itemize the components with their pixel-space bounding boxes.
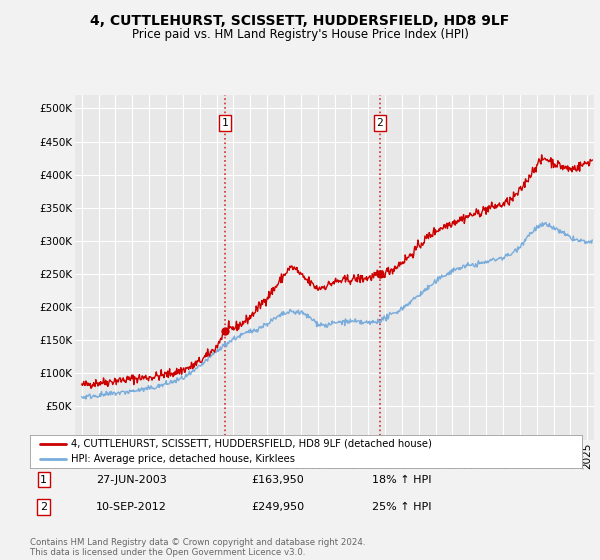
Text: 1: 1 [40,474,47,484]
Text: 25% ↑ HPI: 25% ↑ HPI [372,502,432,512]
Text: HPI: Average price, detached house, Kirklees: HPI: Average price, detached house, Kirk… [71,455,295,464]
Text: 1: 1 [221,118,228,128]
Text: 4, CUTTLEHURST, SCISSETT, HUDDERSFIELD, HD8 9LF (detached house): 4, CUTTLEHURST, SCISSETT, HUDDERSFIELD, … [71,439,432,449]
Text: 27-JUN-2003: 27-JUN-2003 [96,474,167,484]
Text: 10-SEP-2012: 10-SEP-2012 [96,502,167,512]
Text: 2: 2 [376,118,383,128]
Text: 18% ↑ HPI: 18% ↑ HPI [372,474,432,484]
Text: £249,950: £249,950 [251,502,304,512]
Text: £163,950: £163,950 [251,474,304,484]
Text: Price paid vs. HM Land Registry's House Price Index (HPI): Price paid vs. HM Land Registry's House … [131,28,469,41]
Text: Contains HM Land Registry data © Crown copyright and database right 2024.
This d: Contains HM Land Registry data © Crown c… [30,538,365,557]
Text: 4, CUTTLEHURST, SCISSETT, HUDDERSFIELD, HD8 9LF: 4, CUTTLEHURST, SCISSETT, HUDDERSFIELD, … [91,14,509,28]
Text: 2: 2 [40,502,47,512]
